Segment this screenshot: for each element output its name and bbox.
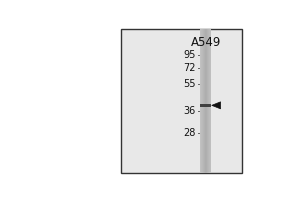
Text: 36: 36 — [184, 106, 196, 116]
Bar — [207, 29, 208, 173]
Bar — [202, 29, 203, 173]
Bar — [201, 29, 202, 173]
Bar — [202, 29, 203, 173]
Bar — [210, 29, 211, 173]
Bar — [206, 29, 207, 173]
Bar — [204, 29, 205, 173]
Polygon shape — [212, 102, 220, 109]
Bar — [200, 104, 211, 107]
Bar — [200, 29, 201, 173]
Text: 28: 28 — [183, 128, 196, 138]
Bar — [208, 29, 209, 173]
Bar — [203, 29, 204, 173]
Text: 72: 72 — [183, 63, 196, 73]
Text: A549: A549 — [190, 36, 221, 49]
Bar — [121, 29, 242, 173]
Bar — [205, 29, 206, 173]
Text: 55: 55 — [183, 79, 196, 89]
Bar — [209, 29, 210, 173]
Text: 95: 95 — [183, 50, 196, 60]
